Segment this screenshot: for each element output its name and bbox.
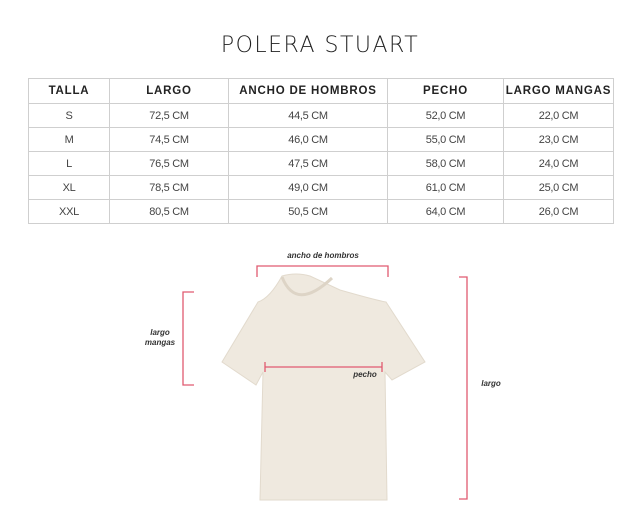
table-row: L 76,5 CM 47,5 CM 58,0 CM 24,0 CM	[28, 151, 614, 176]
label-largo-mangas-line2: mangas	[144, 338, 176, 347]
table-cell: 47,5 CM	[228, 151, 388, 176]
header-ancho-hombros: ANCHO DE HOMBROS	[228, 78, 388, 104]
table-cell: 26,0 CM	[503, 199, 614, 224]
table-row: XXL 80,5 CM 50,5 CM 64,0 CM 26,0 CM	[28, 199, 614, 224]
table-cell: 44,5 CM	[228, 103, 388, 128]
table-cell: 22,0 CM	[503, 103, 614, 128]
header-largo-mangas: LARGO MANGAS	[503, 78, 614, 104]
table-cell: S	[28, 103, 110, 128]
label-largo: largo	[481, 379, 501, 388]
tshirt-collar	[280, 276, 334, 297]
label-ancho-hombros: ancho de hombros	[287, 251, 359, 260]
label-largo-mangas: largo mangas	[138, 328, 182, 348]
length-measure-line	[459, 276, 468, 500]
table-cell: 72,5 CM	[109, 103, 229, 128]
table-cell: 74,5 CM	[109, 127, 229, 152]
table-header-row: TALLA LARGO ANCHO DE HOMBROS PECHO LARGO…	[28, 78, 614, 104]
chest-measure-line	[264, 362, 383, 372]
label-pecho: pecho	[353, 370, 377, 379]
table-cell: 76,5 CM	[109, 151, 229, 176]
table-cell: 24,0 CM	[503, 151, 614, 176]
table-row: M 74,5 CM 46,0 CM 55,0 CM 23,0 CM	[28, 127, 614, 152]
table-cell: M	[28, 127, 110, 152]
table-cell: 80,5 CM	[109, 199, 229, 224]
sleeve-measure-line	[182, 291, 194, 386]
table-cell: 23,0 CM	[503, 127, 614, 152]
size-table: TALLA LARGO ANCHO DE HOMBROS PECHO LARGO…	[28, 78, 614, 224]
table-cell: 58,0 CM	[387, 151, 504, 176]
tshirt-illustration	[221, 273, 426, 501]
label-largo-mangas-line1: largo	[150, 328, 170, 337]
shoulder-measure-line	[256, 265, 389, 277]
table-cell: 64,0 CM	[387, 199, 504, 224]
table-cell: 25,0 CM	[503, 175, 614, 200]
table-cell: XXL	[28, 199, 110, 224]
page-title: POLERA STUART	[220, 33, 420, 58]
table-cell: L	[28, 151, 110, 176]
header-talla: TALLA	[28, 78, 110, 104]
